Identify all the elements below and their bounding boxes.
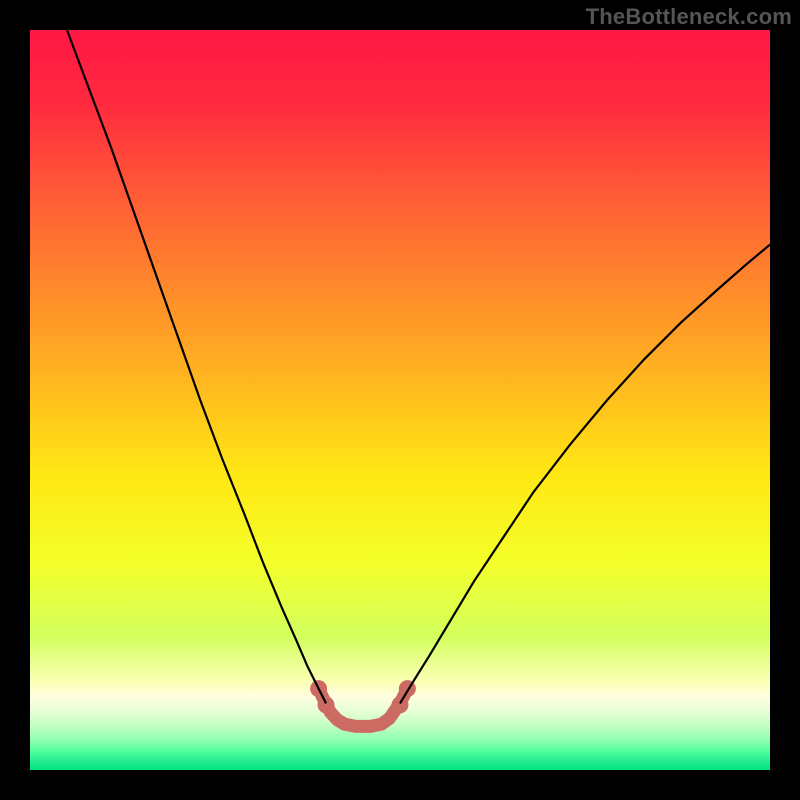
chart-frame: TheBottleneck.com [0, 0, 800, 800]
plot-area [30, 30, 770, 770]
bottleneck-chart [0, 0, 800, 800]
watermark-text: TheBottleneck.com [586, 4, 792, 30]
gradient-background [30, 30, 770, 770]
valley-dot [392, 696, 409, 713]
valley-dot [318, 696, 335, 713]
